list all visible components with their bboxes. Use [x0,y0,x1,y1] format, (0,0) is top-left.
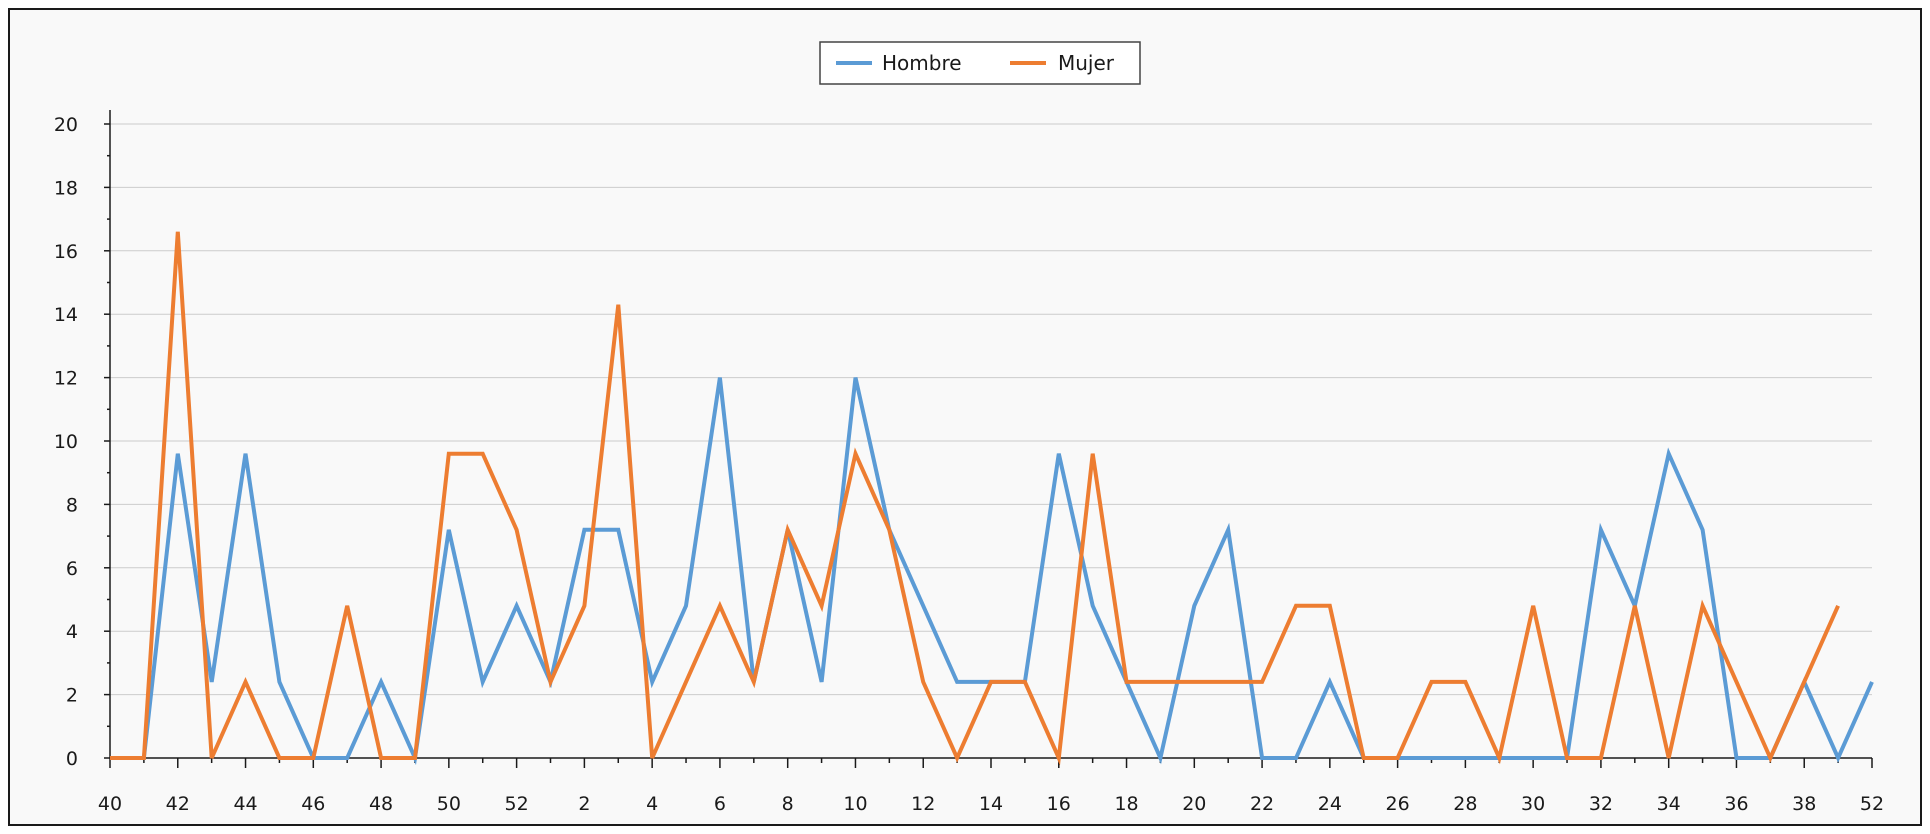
x-tick-label: 10 [843,793,867,815]
x-tick-label: 30 [1521,793,1545,815]
series-lines [110,231,1874,766]
y-tick-label: 14 [54,304,78,326]
x-tick-label: 52 [505,793,529,815]
x-tick-label: 14 [979,793,1003,815]
series-line-mujer [110,231,1840,766]
y-tick-label: 20 [54,114,78,136]
x-tick-label: 44 [233,793,257,815]
x-tick-label: 40 [98,793,122,815]
grid-lines [110,123,1872,696]
x-tick-label: 34 [1657,793,1681,815]
axes [104,110,1873,768]
x-tick-label: 52 [1860,793,1884,815]
y-tick-label: 18 [54,177,78,199]
x-axis-tick-labels: 40 42 44 46 48 50 52 2 4 6 8 10 12 14 16 18 20 22 24 26 28 30… [98,793,1884,815]
y-tick-label: 0 [66,748,78,770]
y-tick-label: 12 [54,368,78,390]
legend-box [819,41,1141,85]
x-tick-label: 2 [578,793,590,815]
y-tick-label: 6 [66,558,78,580]
x-tick-label: 18 [1114,793,1138,815]
x-tick-label: 12 [911,793,935,815]
legend: Hombre Mujer [819,41,1141,85]
x-tick-label: 6 [714,793,726,815]
x-tick-label: 28 [1453,793,1477,815]
y-tick-label: 16 [54,241,78,263]
y-tick-label: 8 [66,494,78,516]
y-axis-tick-labels: 0 2 4 6 8 10 12 14 16 18 20 [54,114,78,770]
x-tick-label: 48 [369,793,393,815]
x-tick-label: 20 [1182,793,1206,815]
x-tick-label: 50 [437,793,461,815]
x-tick-label: 16 [1047,793,1071,815]
chart-frame: 0 2 4 6 8 10 12 14 16 18 20 40 42 44 46 48 50 52 2 4 6 8 10 12… [8,8,1922,826]
x-tick-label: 24 [1318,793,1342,815]
x-tick-label: 8 [782,793,794,815]
legend-label-hombre: Hombre [882,51,962,75]
x-tick-label: 4 [646,793,658,815]
x-tick-label: 38 [1792,793,1816,815]
x-tick-label: 32 [1589,793,1613,815]
x-tick-label: 46 [301,793,325,815]
y-tick-label: 2 [66,685,78,707]
legend-label-mujer: Mujer [1058,51,1115,75]
x-tick-label: 26 [1386,793,1410,815]
y-tick-label: 4 [66,621,78,643]
x-tick-label: 22 [1250,793,1274,815]
x-tick-label: 36 [1724,793,1748,815]
y-tick-label: 10 [54,431,78,453]
x-tick-label: 42 [166,793,190,815]
